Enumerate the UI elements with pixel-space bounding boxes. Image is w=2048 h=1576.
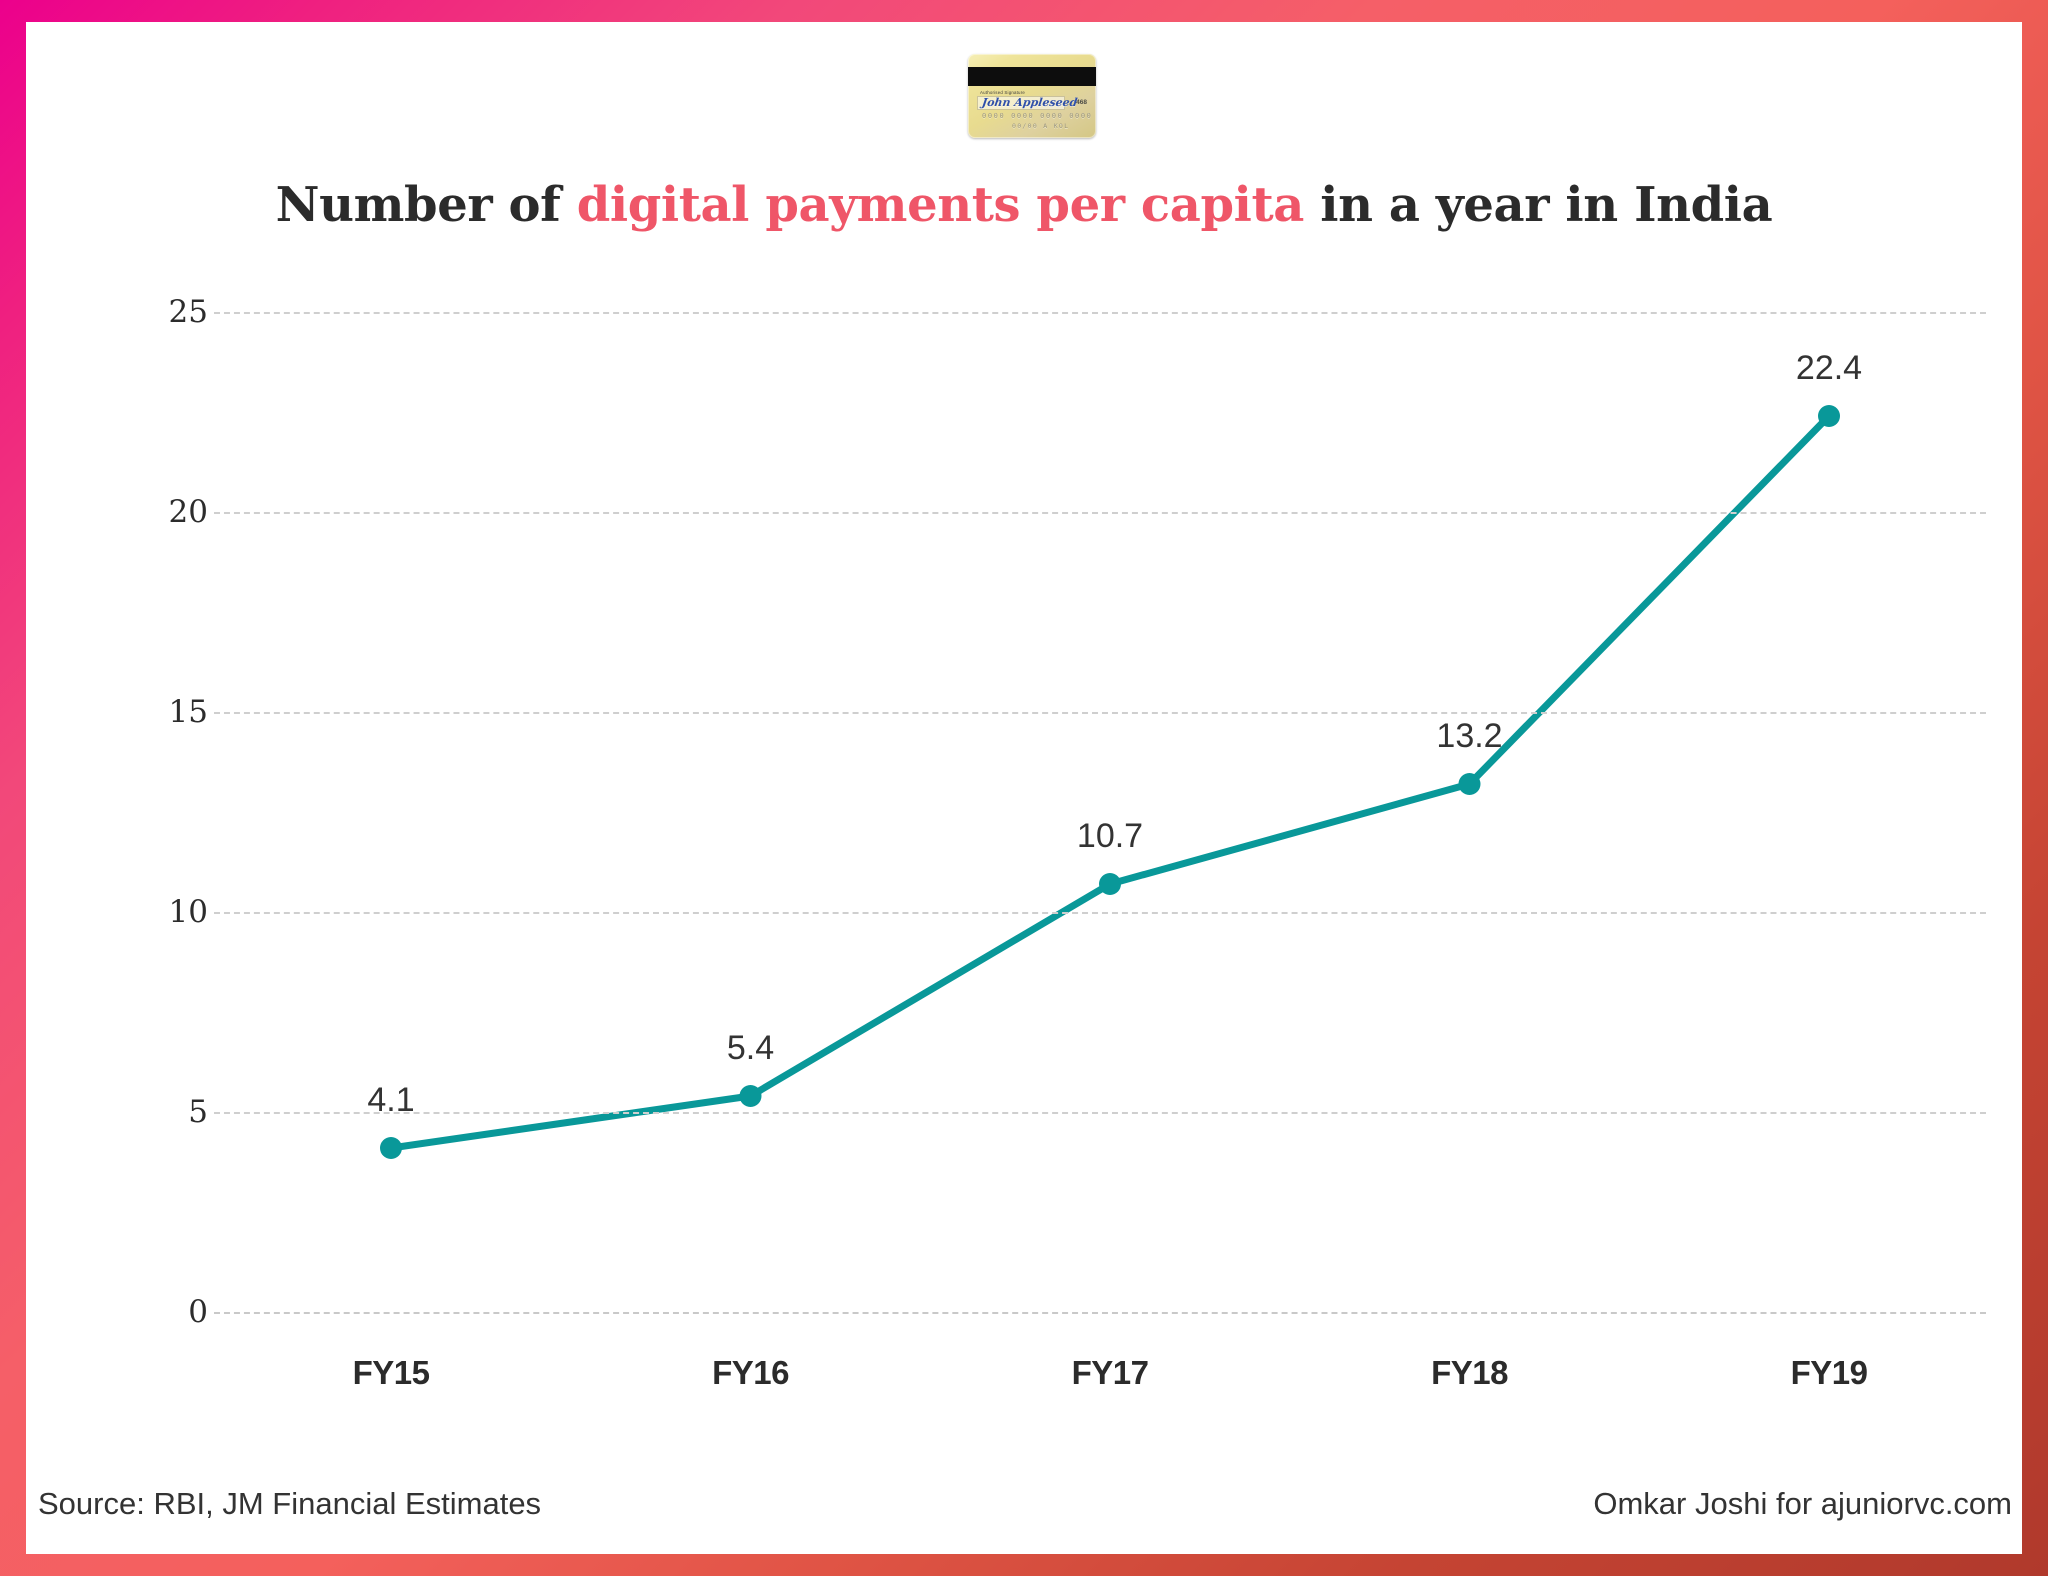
chart-title-after: in a year in India — [1303, 177, 1773, 233]
data-point-marker — [1458, 773, 1481, 795]
card-magnetic-stripe — [968, 67, 1096, 86]
gridline — [214, 1112, 1986, 1114]
x-axis-tick-label: FY16 — [712, 1354, 789, 1391]
line-series-path — [387, 412, 1833, 1152]
chart-title-before: Number of — [275, 177, 577, 233]
chart-canvas: Authorised Signature John Appleseed 468 … — [26, 22, 2022, 1554]
credit-card-icon: Authorised Signature John Appleseed 468 … — [968, 54, 1098, 142]
card-number-line-1: 0000 0000 0000 0000 — [982, 112, 1093, 120]
gridline — [214, 912, 1986, 914]
x-axis-tick-label: FY15 — [352, 1354, 430, 1391]
gridline — [214, 712, 1986, 714]
y-axis-tick-label: 0 — [188, 1294, 208, 1330]
credit-card-graphic: Authorised Signature John Appleseed 468 … — [968, 54, 1096, 138]
card-signature-panel — [977, 96, 1065, 110]
data-point-label: 4.1 — [367, 1081, 415, 1119]
card-signature-name: John Appleseed — [981, 96, 1079, 109]
data-point-marker — [1099, 873, 1121, 895]
y-axis-tick-label: 20 — [168, 494, 208, 530]
source-note: Source: RBI, JM Financial Estimates — [38, 1486, 542, 1521]
card-signature-label: Authorised Signature — [980, 90, 1026, 95]
x-axis-tick-label: FY17 — [1071, 1354, 1149, 1391]
y-axis-tick-label: 5 — [188, 1094, 208, 1130]
data-point-marker — [380, 1137, 402, 1159]
y-axis-tick-label: 15 — [168, 694, 208, 730]
credit-note: Omkar Joshi for ajuniorvc.com — [1593, 1486, 2012, 1521]
data-point-marker — [1818, 405, 1840, 427]
data-point-label: 5.4 — [726, 1029, 775, 1067]
x-axis-tick-label: FY18 — [1431, 1354, 1508, 1391]
y-axis-tick-label: 25 — [168, 294, 208, 330]
plot-area: 0 5 10 15 20 25 4.1 5.4 10.7 13.2 22.4 FY15 FY16 FY17… — [169, 267, 1986, 1391]
y-axis-tick-label: 10 — [168, 894, 208, 930]
data-point-label: 22.4 — [1795, 349, 1863, 387]
x-axis-tick-label: FY19 — [1790, 1354, 1868, 1391]
gridline — [214, 312, 1986, 314]
data-point-marker — [739, 1085, 762, 1107]
data-point-label: 13.2 — [1436, 717, 1503, 755]
line-series-svg — [380, 405, 1840, 1159]
card-number-line-2: 00/00 A KOL — [1012, 122, 1070, 130]
chart-title: Number of digital payments per capita in… — [26, 177, 2022, 233]
data-point-label: 10.7 — [1076, 817, 1144, 855]
chart-title-highlight: digital payments per capita — [576, 177, 1305, 233]
card-cvv: 468 — [1076, 99, 1087, 106]
gridline — [214, 1312, 1986, 1314]
gridline — [214, 512, 1986, 514]
line-series-markers — [380, 405, 1840, 1159]
